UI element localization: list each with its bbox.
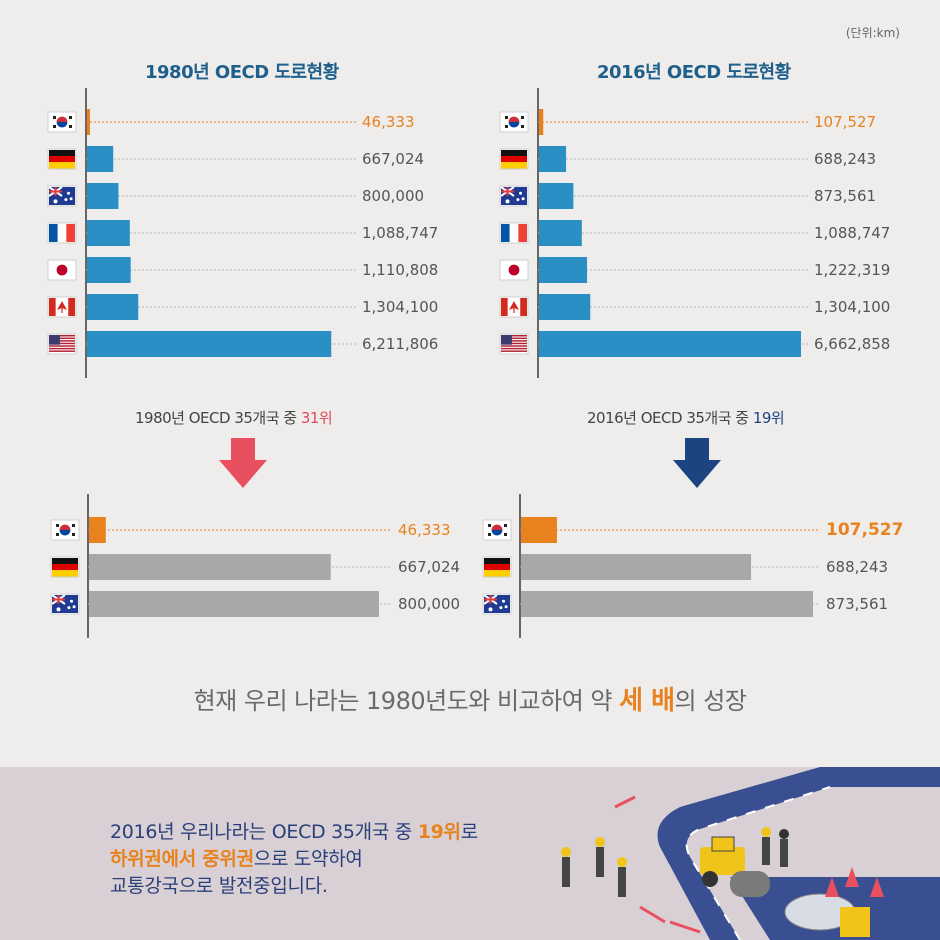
bar-fr — [87, 220, 130, 246]
roller-truck-icon — [700, 836, 770, 897]
value-label-kr: 46,333 — [398, 521, 451, 539]
footer-line2-after: 으로 도약하여 — [253, 848, 363, 870]
flag-de-icon — [482, 556, 512, 578]
footer-line1-em: 19위 — [417, 821, 461, 843]
summary-emphasis: 세 배 — [619, 686, 675, 716]
summary-text: 현재 우리 나라는 1980년도와 비교하여 약 세 배의 성장 — [0, 680, 940, 717]
footer-line-1: 2016년 우리나라는 OECD 35개국 중 19위로 — [110, 819, 478, 846]
flag-kr-icon — [482, 519, 512, 541]
bar-us — [87, 331, 332, 357]
footer-text: 2016년 우리나라는 OECD 35개국 중 19위로 하위권에서 중위권으로… — [110, 819, 478, 900]
footer-line-3: 교통강국으로 발전중입니다. — [110, 875, 328, 897]
value-label-au: 873,561 — [814, 187, 876, 205]
value-label-kr: 107,527 — [814, 113, 876, 131]
rank-2016-text: 2016년 OECD 35개국 중 19위 — [587, 407, 785, 428]
bar-ca — [87, 294, 139, 320]
value-label-de: 667,024 — [362, 150, 424, 168]
rank-2016-value: 19위 — [752, 409, 785, 427]
rank-2016-prefix: 2016년 OECD 35개국 중 — [587, 409, 753, 427]
flag-fr-icon — [499, 222, 529, 244]
chart-title-1980: 1980년 OECD 도로현황 — [145, 62, 339, 83]
down-arrow-red-icon — [219, 438, 267, 488]
bar-jp — [87, 257, 131, 283]
road-construction-illustration — [561, 767, 940, 940]
value-label-au: 873,561 — [826, 595, 888, 613]
bar-au — [539, 183, 574, 209]
flag-jp-icon — [47, 259, 77, 281]
barrier-icon — [614, 795, 701, 934]
flag-de-icon — [499, 148, 529, 170]
flag-de-icon — [47, 148, 77, 170]
footer-line1-after: 로 — [460, 821, 478, 843]
flag-au-icon — [482, 593, 512, 615]
flag-kr-icon — [47, 111, 77, 133]
down-arrow-blue-icon — [673, 438, 721, 488]
summary-before: 현재 우리 나라는 1980년도와 비교하여 약 — [193, 687, 620, 715]
mixer-truck-icon — [784, 893, 870, 937]
rank-1980-prefix: 1980년 OECD 35개국 중 — [135, 409, 301, 427]
value-label-de: 667,024 — [398, 558, 460, 576]
bar-au — [521, 591, 813, 617]
unit-label: (단위:km) — [845, 26, 900, 40]
bar-jp — [539, 257, 588, 283]
value-label-jp: 1,222,319 — [814, 261, 890, 279]
flag-de-icon — [50, 556, 80, 578]
value-label-fr: 1,088,747 — [362, 224, 438, 242]
flag-ca-icon — [47, 296, 77, 318]
flag-kr-icon — [499, 111, 529, 133]
flag-ca-icon — [499, 296, 529, 318]
rank-1980-text: 1980년 OECD 35개국 중 31위 — [135, 407, 333, 428]
value-label-ca: 1,304,100 — [814, 298, 890, 316]
flag-kr-icon — [50, 519, 80, 541]
chart-2016-detail: 107,527 688,243 873,561 — [482, 494, 903, 638]
footer-banner: 2016년 우리나라는 OECD 35개국 중 19위로 하위권에서 중위권으로… — [0, 767, 940, 940]
traffic-cone-icon — [825, 867, 884, 897]
flag-fr-icon — [47, 222, 77, 244]
summary-after: 의 성장 — [674, 687, 747, 715]
chart-2016: 107,527 688,243 873,561 1,088,747 1,222,319 1… — [499, 88, 890, 378]
value-label-de: 688,243 — [826, 558, 888, 576]
chart-1980-detail: 46,333 667,024 800,000 — [50, 494, 460, 638]
bar-kr — [89, 517, 106, 543]
value-label-us: 6,662,858 — [814, 335, 890, 353]
flag-us-icon — [499, 333, 529, 355]
rank-1980-value: 31위 — [300, 409, 333, 427]
bar-de — [87, 146, 114, 172]
footer-line1-before: 2016년 우리나라는 OECD 35개국 중 — [110, 821, 418, 843]
bar-us — [539, 331, 801, 357]
value-label-au: 800,000 — [398, 595, 460, 613]
bar-au — [87, 183, 119, 209]
value-label-de: 688,243 — [814, 150, 876, 168]
value-label-au: 800,000 — [362, 187, 424, 205]
bar-kr — [539, 109, 544, 135]
chart-1980: 46,333 667,024 800,000 1,088,747 1,110,808 1,… — [47, 88, 438, 378]
bar-de — [521, 554, 752, 580]
value-label-fr: 1,088,747 — [814, 224, 890, 242]
bar-ca — [539, 294, 591, 320]
bar-kr — [87, 109, 90, 135]
chart-title-2016: 2016년 OECD 도로현황 — [597, 62, 791, 83]
flag-au-icon — [50, 593, 80, 615]
flag-au-icon — [47, 185, 77, 207]
bar-de — [539, 146, 567, 172]
workers-icon — [561, 827, 789, 897]
value-label-ca: 1,304,100 — [362, 298, 438, 316]
flag-jp-icon — [499, 259, 529, 281]
value-label-jp: 1,110,808 — [362, 261, 438, 279]
footer-line-2: 하위권에서 중위권으로 도약하여 — [110, 846, 478, 873]
bar-fr — [539, 220, 582, 246]
footer-line2-em: 하위권에서 중위권 — [110, 848, 254, 870]
value-label-us: 6,211,806 — [362, 335, 438, 353]
flag-us-icon — [47, 333, 77, 355]
bar-de — [89, 554, 331, 580]
value-label-kr: 107,527 — [826, 520, 903, 540]
flag-au-icon — [499, 185, 529, 207]
bar-au — [89, 591, 379, 617]
value-label-kr: 46,333 — [362, 113, 415, 131]
bar-kr — [521, 517, 557, 543]
